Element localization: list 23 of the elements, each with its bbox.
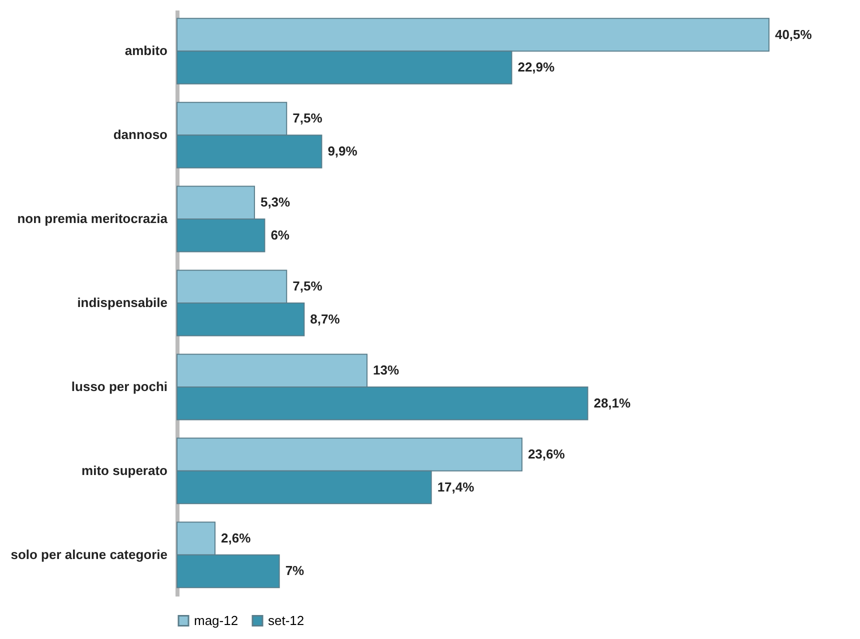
y-tick-label: solo per alcune categorie (10, 546, 168, 562)
y-tick-label: dannoso (113, 127, 168, 142)
y-tick-label: lusso per pochi (71, 378, 168, 394)
data-label: 8,7% (310, 311, 340, 326)
y-tick-label: non premia meritocrazia (17, 211, 168, 226)
data-label: 13% (373, 362, 400, 378)
data-label: 5,3% (260, 194, 291, 210)
data-label: 22,9% (518, 60, 556, 75)
y-tick-label: mito superato (82, 462, 168, 478)
data-label: 7% (285, 563, 305, 578)
data-label: 6% (270, 227, 290, 242)
data-label: 2,6% (221, 530, 252, 546)
legend-label: mag-12 (194, 612, 238, 628)
data-label: 17,4% (437, 479, 475, 494)
data-label: 7,5% (292, 110, 323, 126)
y-tick-label: ambito (124, 43, 168, 58)
y-tick-label: indispensabile (77, 295, 168, 310)
legend-label: set-12 (268, 612, 304, 628)
data-label: 9,9% (328, 143, 358, 158)
data-label: 28,1% (594, 395, 632, 410)
data-label: 23,6% (528, 446, 566, 462)
data-label: 7,5% (292, 278, 323, 294)
data-label: 40,5% (774, 26, 812, 42)
